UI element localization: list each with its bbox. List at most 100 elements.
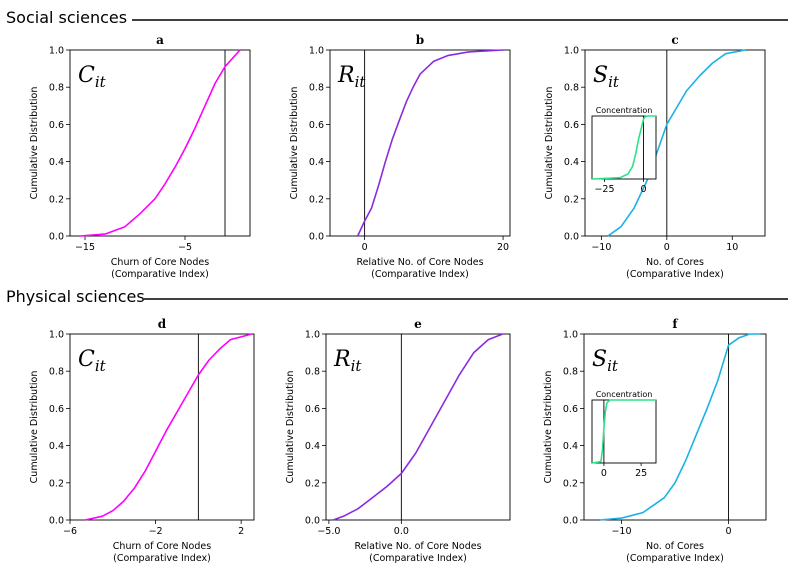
- x-tick-label: −5.0: [317, 526, 340, 537]
- panel-letter: b: [416, 33, 424, 47]
- panel-symbol-sub: it: [608, 73, 620, 91]
- x-axis-label: Relative No. of Core Nodes: [356, 257, 483, 268]
- y-tick-label: 0.4: [309, 157, 324, 168]
- x-axis-label-sub: (Comparative Index): [626, 269, 724, 280]
- panels: 0.0 0.2 0.4 0.6 0.8 1.0 −15 −5 a Cit Churn of Core…: [29, 33, 767, 564]
- inset-x-tick-label: 0: [601, 468, 607, 479]
- y-tick-label: 0.6: [49, 404, 64, 415]
- panel-symbol: Cit: [78, 347, 107, 375]
- y-axis-label: Cumulative Distribution: [29, 371, 40, 484]
- y-tick-label: 1.0: [305, 330, 320, 341]
- chart-panel-c: 0.0 0.2 0.4 0.6 0.8 1.0 −10 0 10 c Sit No. of Cores…: [544, 33, 766, 280]
- x-tick-label: −6: [63, 526, 77, 537]
- y-tick-label: 0.8: [309, 83, 324, 94]
- plot-frame: [583, 333, 767, 521]
- y-axis-label: Cumulative Distribution: [29, 87, 40, 200]
- y-tick-label: 0.0: [49, 516, 64, 527]
- plot-frame: [325, 333, 511, 521]
- x-tick-label: 10: [726, 242, 738, 253]
- cdf-line-e: [332, 333, 504, 521]
- y-axis-label: Cumulative Distribution: [289, 87, 300, 200]
- x-axis-label: Relative No. of Core Nodes: [354, 541, 481, 552]
- y-tick-label: 1.0: [563, 330, 578, 341]
- y-axis-label: Cumulative Distribution: [285, 371, 296, 484]
- cdf-line-a: [79, 49, 241, 237]
- panel-symbol: Sit: [592, 347, 619, 375]
- y-tick-label: 0.2: [563, 478, 578, 489]
- inset-cdf-line: [591, 399, 656, 464]
- y-axis-label: Cumulative Distribution: [544, 87, 555, 200]
- y-tick-label: 0.2: [49, 478, 64, 489]
- x-axis-label-sub: (Comparative Index): [626, 553, 724, 564]
- panel-symbol-sub: it: [355, 73, 367, 91]
- inset-cdf-line: [591, 115, 656, 180]
- y-tick-label: 0.0: [563, 516, 578, 527]
- panel-symbol-base: C: [78, 347, 95, 372]
- y-tick-label: 0.2: [305, 478, 320, 489]
- cdf-line-f: [600, 333, 761, 521]
- section-title-physical: Physical sciences: [6, 287, 145, 306]
- y-tick-label: 0.4: [563, 441, 578, 452]
- x-tick-label: 0.0: [394, 526, 409, 537]
- y-tick-label: 0.8: [49, 367, 64, 378]
- y-tick-label: 0.0: [309, 232, 324, 243]
- chart-panel-f: 0.0 0.2 0.4 0.6 0.8 1.0 −10 0 f Sit No. of Cores(C…: [543, 317, 767, 564]
- panel-symbol-base: S: [592, 347, 607, 372]
- x-axis-label: No. of Cores: [646, 257, 704, 268]
- inset-chart-c: Concentration −25 0: [591, 106, 657, 195]
- panel-symbol: Rit: [337, 63, 366, 91]
- panel-symbol-sub: it: [607, 357, 619, 375]
- panel-letter: d: [158, 317, 167, 331]
- plot-frame: [329, 49, 511, 237]
- y-tick-label: 0.4: [49, 441, 64, 452]
- y-tick-label: 0.8: [305, 367, 320, 378]
- x-tick-label: −10: [611, 526, 631, 537]
- panel-letter: a: [156, 33, 164, 47]
- x-axis-label-sub: (Comparative Index): [369, 553, 467, 564]
- inset-x-tick-label: −25: [594, 184, 614, 195]
- panel-symbol-sub: it: [95, 73, 107, 91]
- plot-frame: [584, 49, 766, 237]
- x-axis-label-sub: (Comparative Index): [371, 269, 469, 280]
- inset-title: Concentration: [596, 106, 653, 115]
- x-axis-label-sub: (Comparative Index): [113, 553, 211, 564]
- y-tick-label: 0.0: [305, 516, 320, 527]
- chart-panel-b: 0.0 0.2 0.4 0.6 0.8 1.0 0 20 b Rit Relative No. of…: [289, 33, 511, 280]
- panel-letter: c: [671, 33, 678, 47]
- x-tick-label: −2: [149, 526, 163, 537]
- panel-symbol-base: S: [593, 63, 608, 88]
- x-axis-label: Churn of Core Nodes: [111, 257, 209, 268]
- y-tick-label: 0.6: [305, 404, 320, 415]
- y-tick-label: 0.0: [49, 232, 64, 243]
- y-tick-label: 1.0: [564, 46, 579, 57]
- y-tick-label: 1.0: [49, 46, 64, 57]
- y-tick-label: 1.0: [49, 330, 64, 341]
- chart-panel-a: 0.0 0.2 0.4 0.6 0.8 1.0 −15 −5 a Cit Churn of Core…: [29, 33, 251, 280]
- x-tick-label: 0: [664, 242, 670, 253]
- y-axis-label: Cumulative Distribution: [543, 371, 554, 484]
- x-tick-label: −5: [178, 242, 192, 253]
- y-tick-label: 0.4: [305, 441, 320, 452]
- panel-symbol: Sit: [593, 63, 620, 91]
- y-tick-label: 0.6: [564, 120, 579, 131]
- panel-letter: e: [414, 317, 422, 331]
- y-tick-label: 0.8: [49, 83, 64, 94]
- y-tick-label: 0.0: [564, 232, 579, 243]
- inset-frame: [591, 115, 657, 180]
- y-tick-label: 0.6: [309, 120, 324, 131]
- x-tick-label: 0: [362, 242, 368, 253]
- x-tick-label: 20: [497, 242, 509, 253]
- panel-symbol-sub: it: [351, 357, 363, 375]
- panel-letter: f: [672, 317, 678, 331]
- x-axis-label: Churn of Core Nodes: [113, 541, 211, 552]
- cdf-line-b: [356, 49, 504, 237]
- y-tick-label: 0.4: [49, 157, 64, 168]
- panel-symbol-base: R: [337, 63, 355, 88]
- y-tick-label: 1.0: [309, 46, 324, 57]
- panel-symbol: Cit: [78, 63, 107, 91]
- inset-title: Concentration: [596, 390, 653, 399]
- panel-symbol: Rit: [333, 347, 362, 375]
- x-tick-label: 2: [238, 526, 244, 537]
- y-tick-label: 0.4: [564, 157, 579, 168]
- x-tick-label: 0: [726, 526, 732, 537]
